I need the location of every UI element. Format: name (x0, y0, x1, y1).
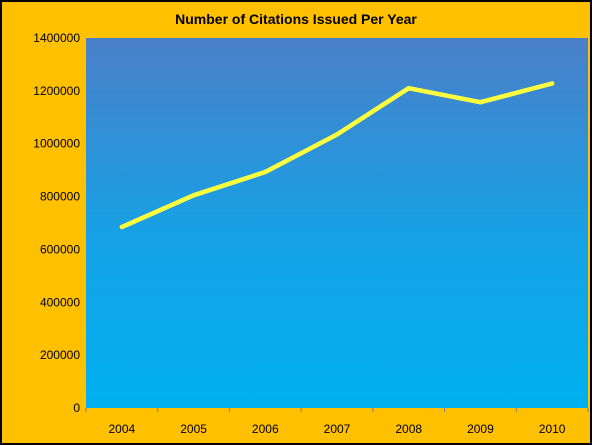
series-layer (119, 81, 555, 230)
x-tick-label: 2010 (539, 422, 566, 436)
y-tick-label: 200000 (40, 348, 80, 362)
plot-area (86, 38, 588, 408)
data-point (334, 132, 340, 137)
data-point (191, 193, 196, 198)
y-tick-label: 600000 (40, 242, 80, 256)
data-point (263, 169, 268, 175)
data-point (119, 224, 125, 230)
y-tick-label: 400000 (40, 295, 80, 309)
y-tick-label: 800000 (40, 190, 80, 204)
x-tick-label: 2007 (324, 422, 351, 436)
y-tick-label: 1000000 (33, 137, 80, 151)
y-tick-label: 0 (73, 401, 80, 415)
x-tick-label: 2004 (109, 422, 136, 436)
x-tick-label: 2008 (395, 422, 422, 436)
y-tick-label: 1400000 (33, 31, 80, 45)
x-tick-label: 2009 (467, 422, 494, 436)
chart-title: Number of Citations Issued Per Year (175, 11, 417, 27)
x-axis: 2004 2005 2006 2007 2008 2009 2010 (85, 408, 589, 436)
y-tick-label: 1200000 (33, 84, 80, 98)
x-tick-label: 2006 (252, 422, 279, 436)
data-point (406, 86, 411, 91)
data-point (478, 100, 483, 105)
data-point (549, 81, 555, 86)
y-axis: 0 200000 400000 600000 800000 1000000 1200000 1… (33, 31, 80, 415)
x-tick-label: 2005 (180, 422, 207, 436)
